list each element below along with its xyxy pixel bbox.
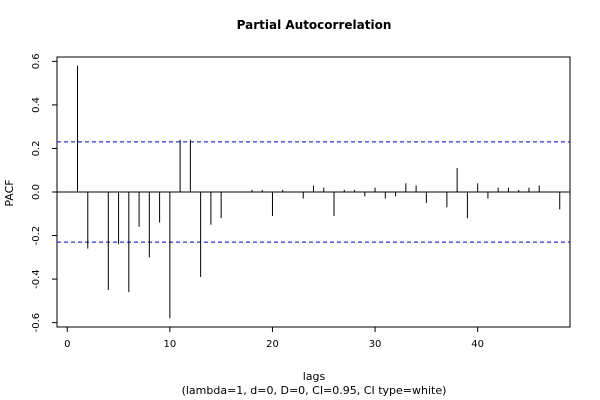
x-tick-label: 40 xyxy=(471,339,484,350)
pacf-bars xyxy=(77,65,561,319)
y-tick-label: 0.6 xyxy=(31,53,42,69)
y-tick-label: 0.0 xyxy=(31,184,42,200)
x-tick-label: 0 xyxy=(64,339,70,350)
y-tick-label: -0.6 xyxy=(31,313,42,333)
chart-title: Partial Autocorrelation xyxy=(237,18,392,32)
y-tick-label: -0.2 xyxy=(31,226,42,246)
x-axis: 0 10 20 30 40 xyxy=(64,327,484,350)
x-axis-subtitle: (lambda=1, d=0, D=0, CI=0.95, CI type=wh… xyxy=(182,384,447,397)
confidence-lines xyxy=(57,141,570,243)
y-tick-label: -0.4 xyxy=(31,269,42,289)
y-tick-label: 0.2 xyxy=(31,140,42,156)
x-tick-label: 20 xyxy=(266,339,279,350)
y-axis: -0.6 -0.4 -0.2 0.0 0.2 0.4 0.6 xyxy=(31,53,57,332)
x-tick-label: 30 xyxy=(369,339,382,350)
y-tick-label: 0.4 xyxy=(31,97,42,113)
y-axis-label: PACF xyxy=(3,179,16,206)
x-tick-label: 10 xyxy=(163,339,176,350)
x-axis-label: lags xyxy=(303,370,326,383)
